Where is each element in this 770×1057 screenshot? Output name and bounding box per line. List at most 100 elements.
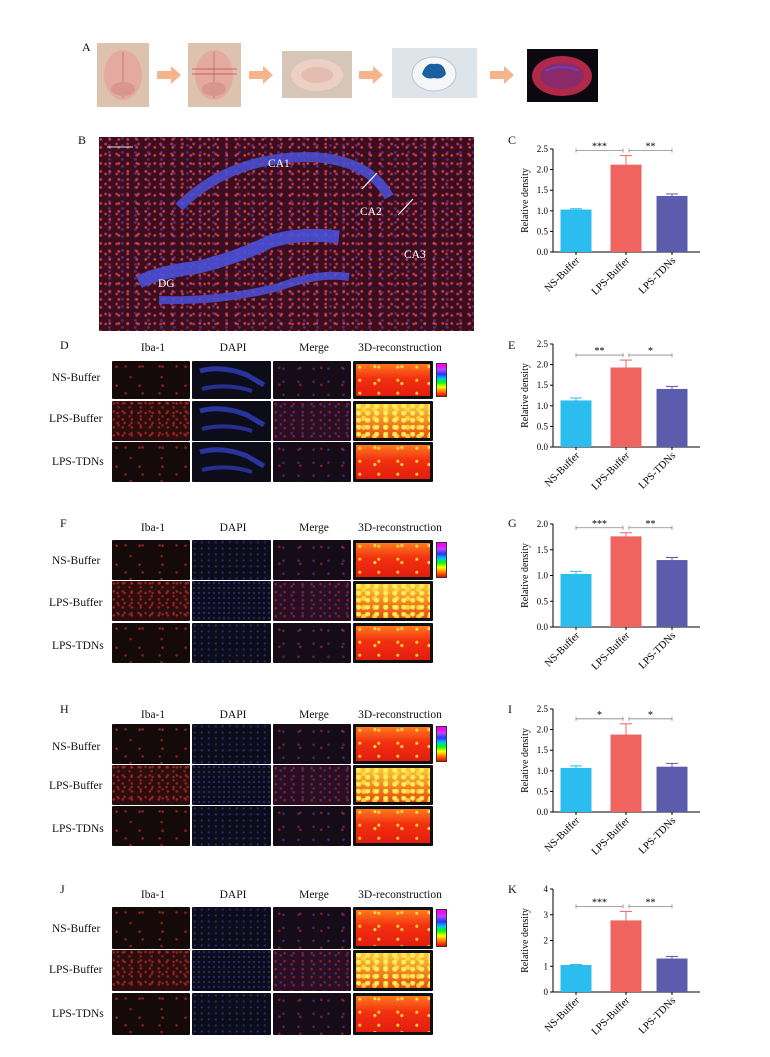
merge-tile-d-1 [273,401,351,441]
column-header-j-3: 3D-reconstruction [358,889,442,901]
arrow-right-icon [490,66,514,89]
panel-letter-i: I [508,702,512,716]
bar-lps-tdns [656,560,688,627]
y-tick-label: 0.5 [537,786,549,796]
y-tick-label: 0.0 [537,247,549,257]
brain-slice-photo [282,51,352,98]
x-tick-label: NS-Buffer [543,450,582,489]
y-tick-label: 0.0 [537,622,549,632]
iba1-tile-h-2 [112,806,190,846]
brain-photo-1 [97,43,149,107]
bar-lps-buffer [610,920,642,992]
column-header-h-2: Merge [299,709,329,721]
y-tick-label: 0 [544,987,549,997]
row-label-j-2: LPS-TDNs [52,1008,104,1020]
iba1-tile-f-1 [112,581,190,621]
x-tick-label: NS-Buffer [543,995,582,1034]
reconstruction-3d-tile-h-2 [353,806,433,846]
column-header-f-1: DAPI [219,522,247,534]
panel-letter-d: D [60,338,69,352]
dapi-tile-j-1 [192,950,271,991]
merge-tile-h-2 [273,806,351,846]
significance-stars: ** [595,346,605,357]
reconstruction-3d-tile-f-2 [353,623,433,663]
y-tick-label: 3 [544,910,549,920]
dapi-tile-h-2 [192,806,271,846]
column-header-h-0: Iba-1 [140,709,166,721]
bar-ns-buffer [560,964,592,992]
x-tick-label: LPS-Buffer [590,815,633,858]
y-axis-label: Relative density [520,543,531,608]
dapi-tile-h-0 [192,724,271,764]
reconstruction-3d-tile-f-1 [353,581,433,621]
row-label-j-0: NS-Buffer [52,923,101,935]
bar-chart-c: 0.0 0.5 1.0 1.5 2.0 2.5 Relative density NS-Buf… [520,142,700,298]
reconstruction-3d-tile-h-1 [353,765,433,805]
arrow-right-icon [249,66,273,89]
iba1-tile-d-1 [112,401,190,441]
label-ca3: CA3 [404,249,426,261]
fluorescent-brain-section [527,49,598,102]
column-header-f-0: Iba-1 [140,522,166,534]
bar-chart-i: 0.0 0.5 1.0 1.5 2.0 2.5 Relative density NS-Buf… [520,704,700,858]
panel-letter-h: H [60,702,69,716]
panel-letter-b: B [78,133,87,147]
y-tick-label: 2.0 [537,165,549,175]
dapi-tile-j-0 [192,907,271,949]
x-tick-label: LPS-TDNs [637,255,678,296]
panel-letter-f: F [60,516,67,530]
bar-chart-g: 0.0 0.5 1.0 1.5 2.0 Relative density NS-Buffer… [520,519,700,673]
reconstruction-3d-tile-d-1 [353,401,433,441]
merge-tile-d-0 [273,361,351,399]
iba1-tile-j-1 [112,950,190,991]
bar-lps-tdns [656,958,688,992]
merge-tile-h-1 [273,765,351,805]
hippocampus-fluorescence-image: CA1 CA2 CA3 DG [99,137,474,331]
row-label-h-1: LPS-Buffer [49,780,103,792]
y-tick-label: 2.0 [537,519,549,529]
iba1-tile-d-0 [112,361,190,399]
dapi-tile-f-0 [192,540,271,580]
bar-ns-buffer [560,400,592,447]
bar-chart-k: 0 1 2 3 4 Relative density NS-Buffer LPS-Buffer… [520,884,700,1038]
row-label-f-1: LPS-Buffer [49,597,103,609]
y-tick-label: 2.5 [537,144,549,154]
x-tick-label: LPS-Buffer [590,450,633,493]
bar-lps-buffer [610,536,642,627]
colorbar-h [436,726,447,762]
merge-tile-j-0 [273,907,351,949]
significance-stars: ** [646,519,656,530]
significance-stars: ** [646,142,656,153]
y-axis-label: Relative density [520,168,531,233]
label-ca1: CA1 [268,158,290,170]
iba1-tile-d-2 [112,442,190,482]
row-label-j-1: LPS-Buffer [49,964,103,976]
column-header-d-2: Merge [299,342,329,354]
column-header-j-0: Iba-1 [140,889,166,901]
iba1-tile-j-0 [112,907,190,949]
row-label-f-2: LPS-TDNs [52,640,104,652]
bar-ns-buffer [560,209,592,252]
y-tick-label: 1.5 [537,185,549,195]
y-axis-label: Relative density [520,908,531,973]
y-tick-label: 1.5 [537,545,549,555]
dapi-tile-d-0 [192,361,271,399]
panel-letter-g: G [508,516,517,530]
merge-tile-h-0 [273,724,351,764]
x-tick-label: NS-Buffer [543,255,582,294]
y-axis-label: Relative density [520,363,531,428]
merge-tile-d-2 [273,442,351,482]
y-tick-label: 0.5 [537,596,549,606]
merge-tile-f-0 [273,540,351,580]
bar-lps-tdns [656,195,688,252]
y-tick-label: 0.5 [537,421,549,431]
label-ca2: CA2 [360,206,382,218]
significance-stars: *** [592,519,607,530]
significance-stars: ** [646,897,656,908]
column-header-h-3: 3D-reconstruction [358,709,442,721]
reconstruction-3d-tile-j-1 [353,950,433,991]
brain-photo-2 [188,43,241,107]
y-tick-label: 0.0 [537,807,549,817]
column-header-f-3: 3D-reconstruction [358,522,442,534]
merge-tile-j-2 [273,993,351,1035]
